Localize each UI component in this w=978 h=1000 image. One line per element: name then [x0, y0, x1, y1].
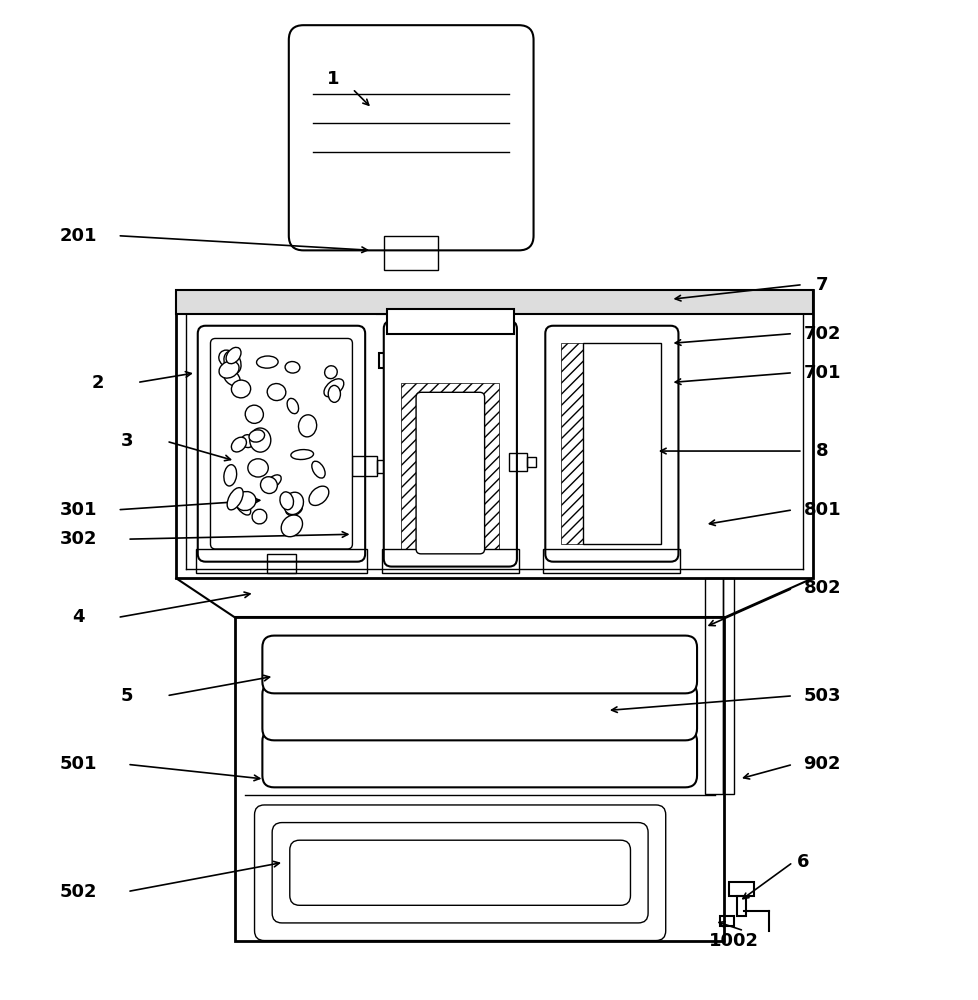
Ellipse shape — [325, 366, 336, 379]
Ellipse shape — [324, 379, 343, 397]
Bar — [729, 882, 753, 896]
Ellipse shape — [231, 437, 246, 452]
Text: 502: 502 — [60, 883, 97, 901]
Ellipse shape — [281, 515, 302, 537]
Bar — [509, 453, 526, 471]
Bar — [704, 578, 722, 794]
FancyBboxPatch shape — [262, 636, 696, 693]
Ellipse shape — [241, 435, 254, 448]
Text: 1002: 1002 — [708, 932, 759, 950]
FancyBboxPatch shape — [262, 730, 696, 787]
Ellipse shape — [260, 477, 277, 494]
Bar — [377, 298, 445, 314]
Ellipse shape — [256, 356, 278, 368]
Text: 503: 503 — [803, 687, 840, 705]
Text: 1: 1 — [327, 70, 338, 88]
Bar — [386, 309, 513, 334]
Ellipse shape — [285, 362, 299, 373]
Text: 302: 302 — [60, 530, 97, 548]
Ellipse shape — [249, 428, 271, 452]
Bar — [401, 383, 499, 549]
Ellipse shape — [312, 461, 325, 478]
Ellipse shape — [235, 492, 255, 511]
Bar — [736, 896, 745, 916]
Text: 501: 501 — [60, 755, 97, 773]
Text: 701: 701 — [803, 364, 840, 382]
FancyBboxPatch shape — [545, 326, 678, 562]
Ellipse shape — [219, 350, 236, 367]
Ellipse shape — [231, 380, 250, 398]
Bar — [399, 304, 422, 353]
Text: 702: 702 — [803, 325, 840, 343]
Ellipse shape — [247, 459, 268, 477]
Bar — [381, 549, 518, 573]
Bar — [176, 290, 812, 578]
Bar — [266, 554, 295, 573]
Text: 801: 801 — [803, 501, 840, 519]
Ellipse shape — [286, 502, 302, 516]
Text: 8: 8 — [816, 442, 827, 460]
Ellipse shape — [280, 492, 293, 510]
Ellipse shape — [248, 431, 270, 447]
FancyBboxPatch shape — [198, 326, 365, 562]
Ellipse shape — [266, 475, 281, 488]
Text: 5: 5 — [121, 687, 133, 705]
Bar — [560, 343, 582, 544]
Bar — [176, 290, 812, 314]
Text: 3: 3 — [121, 432, 133, 450]
FancyBboxPatch shape — [383, 321, 516, 567]
Bar — [235, 617, 724, 941]
FancyBboxPatch shape — [289, 25, 533, 250]
Ellipse shape — [244, 405, 263, 423]
Ellipse shape — [235, 497, 250, 515]
Ellipse shape — [328, 385, 340, 402]
Text: 6: 6 — [796, 853, 808, 871]
Bar — [582, 343, 660, 544]
FancyBboxPatch shape — [272, 823, 647, 923]
FancyBboxPatch shape — [262, 683, 696, 740]
Text: 802: 802 — [803, 579, 840, 597]
Bar — [377, 460, 388, 473]
Ellipse shape — [298, 415, 316, 437]
FancyBboxPatch shape — [416, 392, 484, 554]
Bar — [383, 236, 437, 270]
Text: 301: 301 — [60, 501, 97, 519]
Bar — [526, 457, 536, 467]
Ellipse shape — [224, 465, 237, 486]
Ellipse shape — [227, 488, 243, 510]
Bar — [196, 549, 367, 573]
Ellipse shape — [267, 384, 286, 401]
FancyBboxPatch shape — [254, 805, 665, 941]
Bar — [352, 456, 377, 476]
Text: 201: 201 — [60, 227, 97, 245]
Text: 4: 4 — [72, 608, 84, 626]
Ellipse shape — [224, 351, 241, 374]
Bar — [378, 353, 442, 368]
FancyBboxPatch shape — [210, 338, 352, 549]
Text: 2: 2 — [92, 374, 104, 392]
Ellipse shape — [251, 509, 267, 524]
Bar — [543, 549, 680, 573]
Ellipse shape — [223, 369, 240, 386]
Text: 902: 902 — [803, 755, 840, 773]
Ellipse shape — [309, 486, 329, 505]
Bar — [722, 578, 734, 794]
Ellipse shape — [284, 492, 303, 515]
Bar — [719, 916, 734, 926]
FancyBboxPatch shape — [289, 840, 630, 905]
Ellipse shape — [290, 450, 313, 460]
Ellipse shape — [287, 398, 298, 414]
Ellipse shape — [219, 361, 239, 378]
Ellipse shape — [226, 347, 241, 364]
Text: 7: 7 — [816, 276, 827, 294]
Ellipse shape — [248, 430, 264, 442]
